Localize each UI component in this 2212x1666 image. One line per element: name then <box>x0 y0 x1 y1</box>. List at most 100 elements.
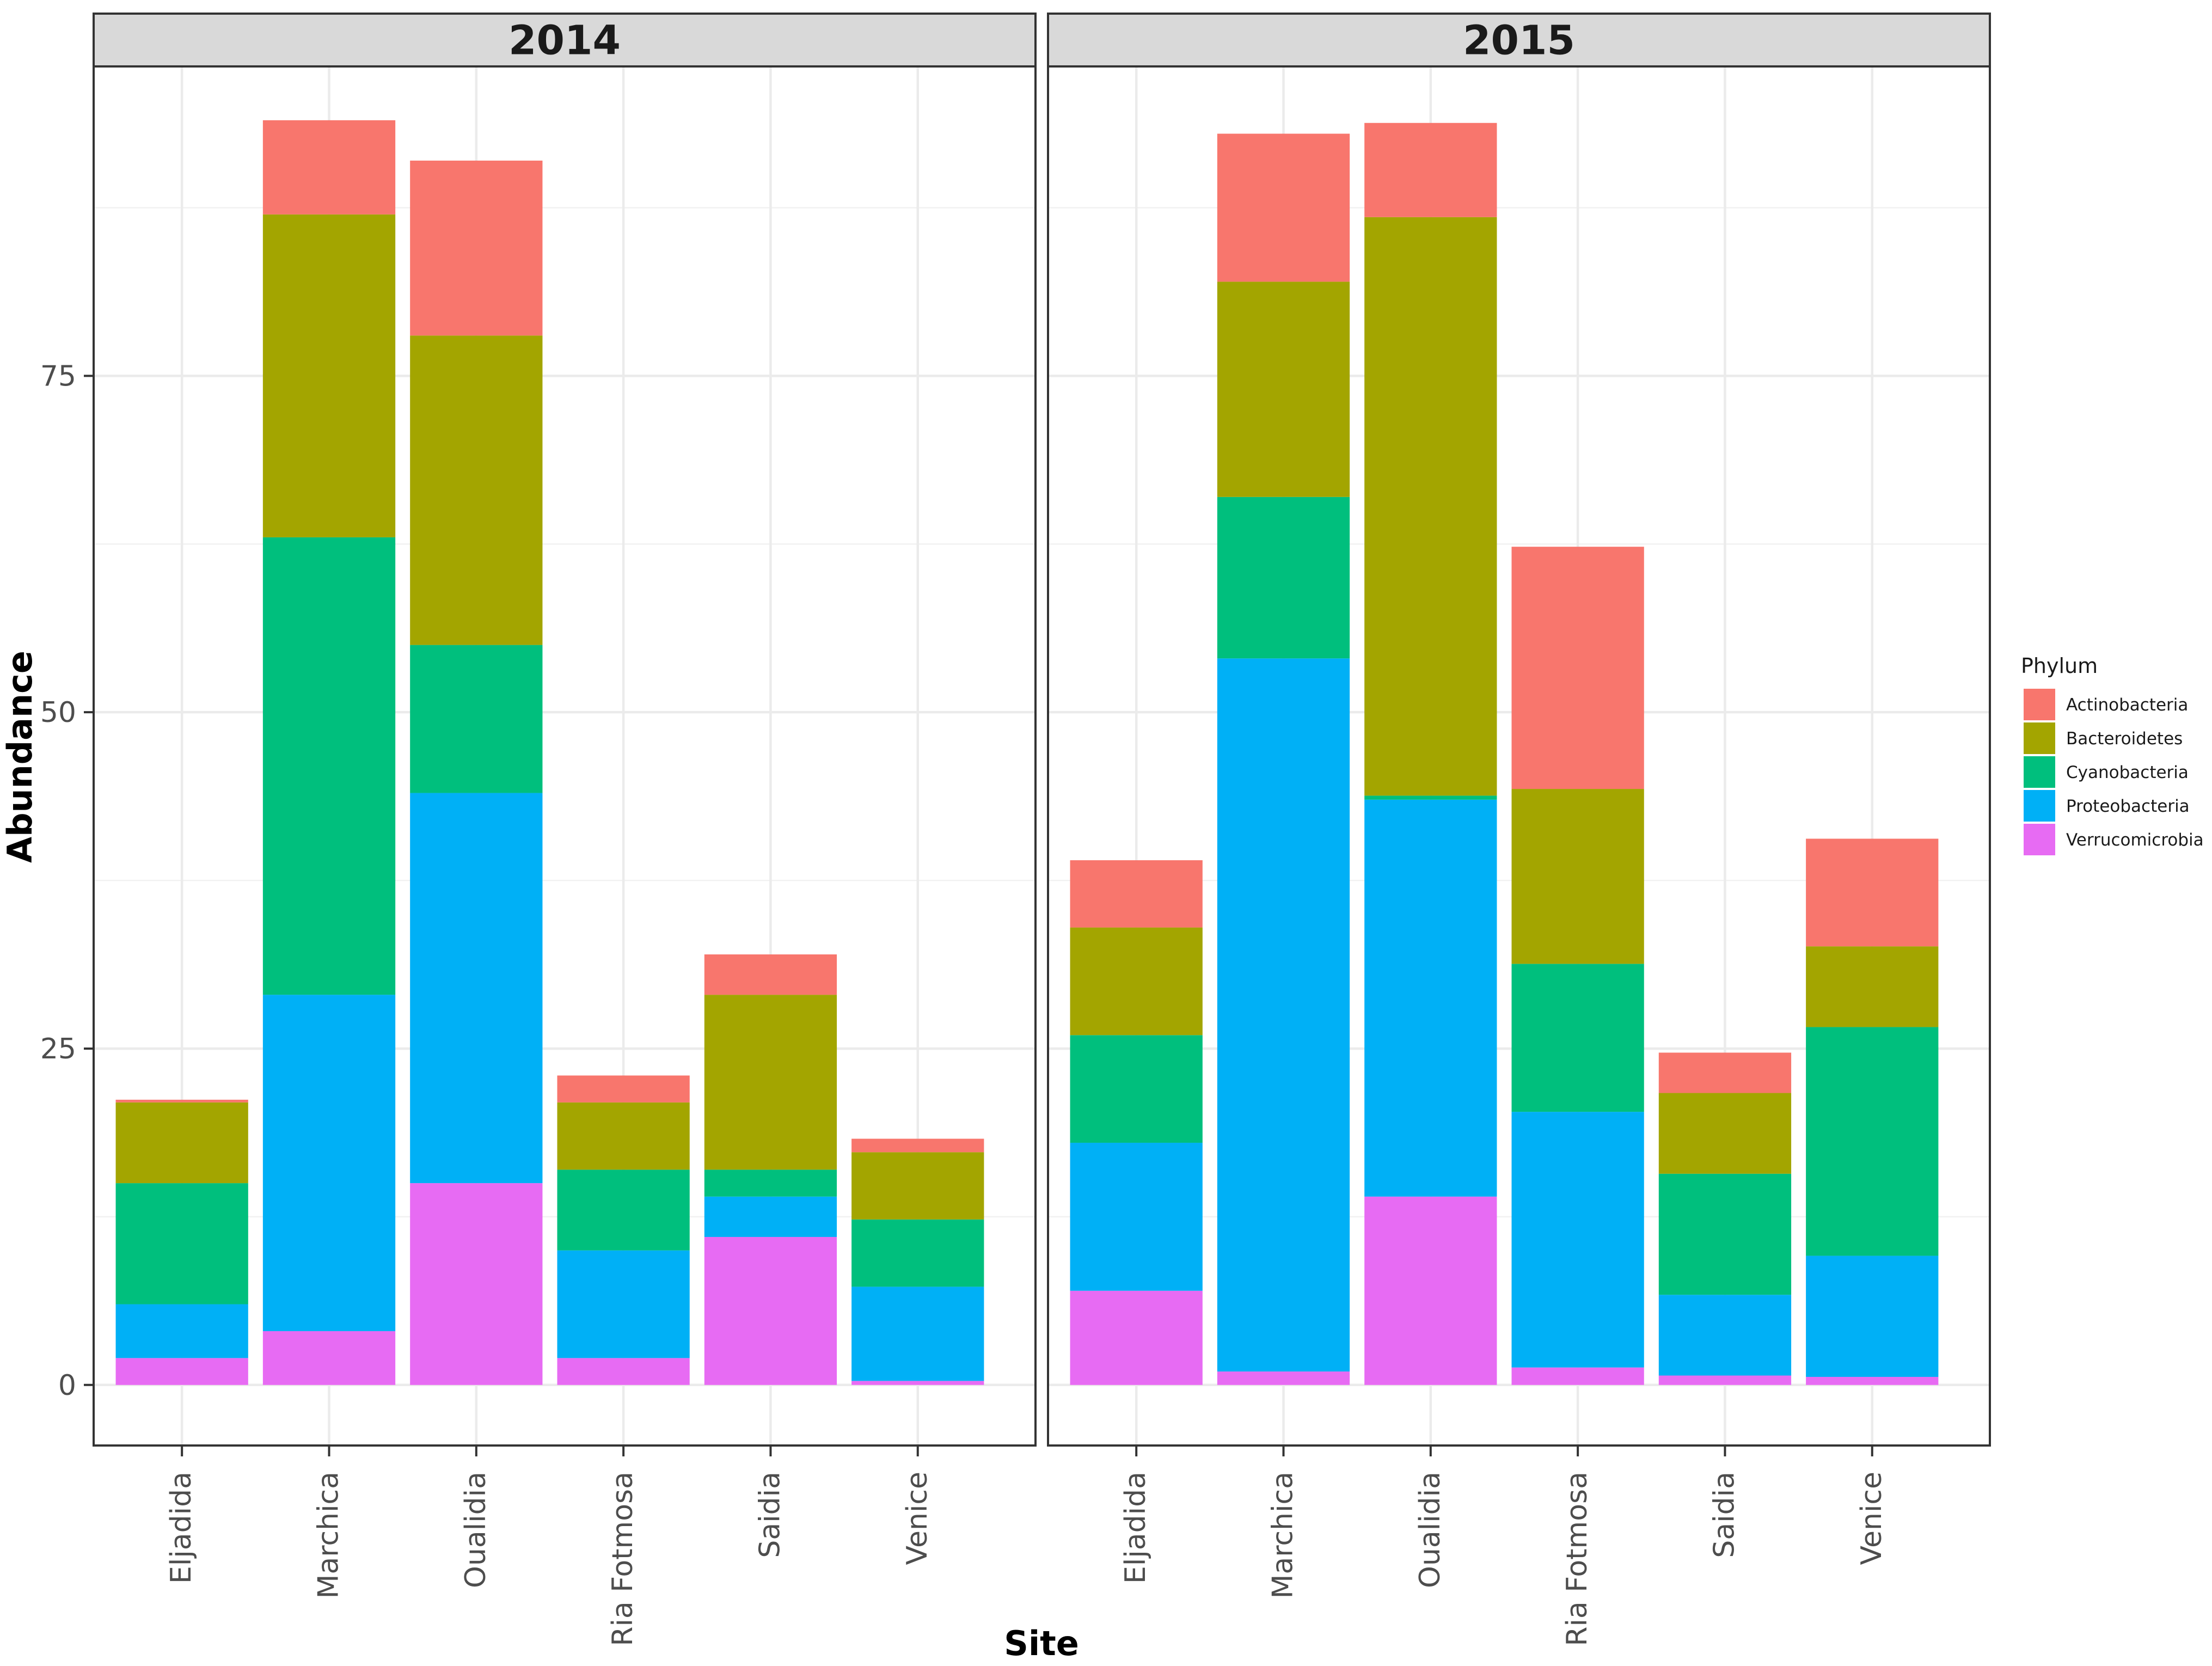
bar-2014-saidia-actinobacteria <box>704 954 837 995</box>
bar-2014-ria-fotmosa-bacteroidetes <box>557 1102 690 1170</box>
x-tick-label: Eljadida <box>165 1472 198 1584</box>
bar-2014-ria-fotmosa-proteobacteria <box>557 1250 690 1358</box>
bar-2015-venice-bacteroidetes <box>1806 946 1939 1027</box>
bar-2014-saidia-cyanobacteria <box>704 1169 837 1197</box>
bar-2014-venice-proteobacteria <box>851 1287 984 1381</box>
bar-2015-venice-verrucomicrobia <box>1806 1376 1939 1385</box>
legend-label: Proteobacteria <box>2066 797 2190 816</box>
bar-2014-eljadida-actinobacteria <box>115 1099 248 1102</box>
bar-2015-marchica-bacteroidetes <box>1217 281 1350 497</box>
bar-2015-ria-fotmosa-cyanobacteria <box>1511 964 1644 1112</box>
legend-key-verrucomicrobia <box>2024 824 2055 855</box>
x-tick-label: Ria Fotmosa <box>1561 1472 1594 1646</box>
x-tick-label: Oualidia <box>459 1472 492 1588</box>
y-tick-label: 25 <box>40 1033 76 1065</box>
bar-2014-venice-verrucomicrobia <box>851 1381 984 1385</box>
x-tick-label: Saidia <box>753 1472 786 1558</box>
bar-2014-ria-fotmosa-verrucomicrobia <box>557 1358 690 1385</box>
bar-2015-venice-cyanobacteria <box>1806 1027 1939 1256</box>
bar-2014-marchica-actinobacteria <box>262 120 396 215</box>
x-tick-label: Eljadida <box>1119 1472 1152 1584</box>
y-tick-label: 75 <box>40 360 76 393</box>
legend-label: Bacteroidetes <box>2066 729 2183 749</box>
bar-2015-eljadida-cyanobacteria <box>1070 1035 1203 1143</box>
legend: Phylum Actinobacteria Bacteroidetes Cyanob… <box>2021 654 2204 855</box>
bar-2014-saidia-proteobacteria <box>704 1196 837 1237</box>
bar-2014-marchica-proteobacteria <box>262 995 396 1331</box>
y-axis-label: Abundance <box>0 651 40 863</box>
bar-2015-venice-proteobacteria <box>1806 1255 1939 1377</box>
x-tick-label: Venice <box>1855 1472 1888 1565</box>
bar-2014-oualidia-cyanobacteria <box>410 645 543 793</box>
panels-layer: 2014 Eljadida Marchica Oualidia Ria Fotmosa S… <box>40 13 1991 1646</box>
y-tick-label: 50 <box>40 696 76 729</box>
bar-2015-ria-fotmosa-verrucomicrobia <box>1511 1367 1644 1385</box>
legend-key-bacteroidetes <box>2024 722 2055 754</box>
legend-title: Phylum <box>2021 654 2098 678</box>
x-tick-label: Marchica <box>313 1472 345 1598</box>
bar-2015-saidia-verrucomicrobia <box>1658 1375 1792 1385</box>
x-tick-label: Oualidia <box>1414 1472 1447 1588</box>
bar-2015-oualidia-verrucomicrobia <box>1364 1196 1497 1385</box>
legend-label: Cyanobacteria <box>2066 763 2189 782</box>
facet-strip-label: 2015 <box>1463 17 1575 64</box>
legend-key-proteobacteria <box>2024 790 2055 822</box>
bar-2014-marchica-bacteroidetes <box>262 214 396 537</box>
panel-2015: 2015 Eljadida Marchica Oualidia Ria Fotmosa S… <box>1047 13 1991 1646</box>
panel-2014: 2014 Eljadida Marchica Oualidia Ria Fotmosa S… <box>93 13 1037 1646</box>
bar-2015-saidia-actinobacteria <box>1658 1052 1792 1093</box>
x-tick-label: Ria Fotmosa <box>606 1472 639 1646</box>
bar-2015-ria-fotmosa-actinobacteria <box>1511 547 1644 789</box>
facet-strip <box>93 13 1037 68</box>
legend-key-cyanobacteria <box>2024 756 2055 788</box>
bar-2015-saidia-bacteroidetes <box>1658 1093 1792 1174</box>
bar-2014-venice-cyanobacteria <box>851 1219 984 1287</box>
bar-2015-oualidia-actinobacteria <box>1364 122 1497 217</box>
bar-2015-ria-fotmosa-proteobacteria <box>1511 1112 1644 1368</box>
bar-2014-oualidia-proteobacteria <box>410 793 543 1184</box>
bar-2014-oualidia-bacteroidetes <box>410 335 543 645</box>
bar-2015-ria-fotmosa-bacteroidetes <box>1511 789 1644 964</box>
legend-label: Verrucomicrobia <box>2066 830 2204 850</box>
facet-strip-label: 2014 <box>508 17 621 64</box>
bar-2014-venice-bacteroidetes <box>851 1152 984 1220</box>
y-tick-label: 0 <box>58 1369 76 1402</box>
bar-2014-ria-fotmosa-actinobacteria <box>557 1075 690 1102</box>
bar-2014-saidia-verrucomicrobia <box>704 1236 837 1385</box>
bar-2014-oualidia-actinobacteria <box>410 160 543 336</box>
bar-2014-ria-fotmosa-cyanobacteria <box>557 1169 690 1251</box>
bar-2015-oualidia-bacteroidetes <box>1364 217 1497 796</box>
bar-2014-eljadida-bacteroidetes <box>115 1102 248 1184</box>
facet-strip <box>1047 13 1991 68</box>
x-tick-label: Marchica <box>1267 1472 1300 1598</box>
bar-2015-marchica-cyanobacteria <box>1217 497 1350 659</box>
bar-2015-eljadida-bacteroidetes <box>1070 927 1203 1036</box>
bar-2014-marchica-cyanobacteria <box>262 537 396 995</box>
bar-2014-eljadida-proteobacteria <box>115 1304 248 1358</box>
bar-2015-saidia-proteobacteria <box>1658 1295 1792 1376</box>
bar-2015-saidia-cyanobacteria <box>1658 1173 1792 1295</box>
bar-2014-eljadida-cyanobacteria <box>115 1183 248 1304</box>
legend-label: Actinobacteria <box>2066 695 2188 715</box>
x-axis-label: Site <box>1004 1624 1079 1663</box>
y-axis: 0 25 50 75 <box>40 360 94 1402</box>
bar-2015-eljadida-verrucomicrobia <box>1070 1290 1203 1385</box>
bar-2014-saidia-bacteroidetes <box>704 995 837 1170</box>
bar-2014-venice-actinobacteria <box>851 1138 984 1153</box>
bar-2015-eljadida-actinobacteria <box>1070 860 1203 928</box>
bar-2015-marchica-verrucomicrobia <box>1217 1371 1350 1385</box>
bar-2015-oualidia-cyanobacteria <box>1364 795 1497 800</box>
x-tick-label: Saidia <box>1708 1472 1741 1558</box>
bar-2015-marchica-actinobacteria <box>1217 133 1350 282</box>
bar-2015-oualidia-proteobacteria <box>1364 799 1497 1197</box>
bar-2015-eljadida-proteobacteria <box>1070 1142 1203 1291</box>
x-tick-label: Venice <box>901 1472 934 1565</box>
bar-2014-eljadida-verrucomicrobia <box>115 1358 248 1385</box>
bar-2014-marchica-verrucomicrobia <box>262 1331 396 1385</box>
bar-2014-oualidia-verrucomicrobia <box>410 1183 543 1385</box>
bar-2015-venice-actinobacteria <box>1806 838 1939 947</box>
legend-key-actinobacteria <box>2024 689 2055 720</box>
bar-2015-marchica-proteobacteria <box>1217 658 1350 1372</box>
